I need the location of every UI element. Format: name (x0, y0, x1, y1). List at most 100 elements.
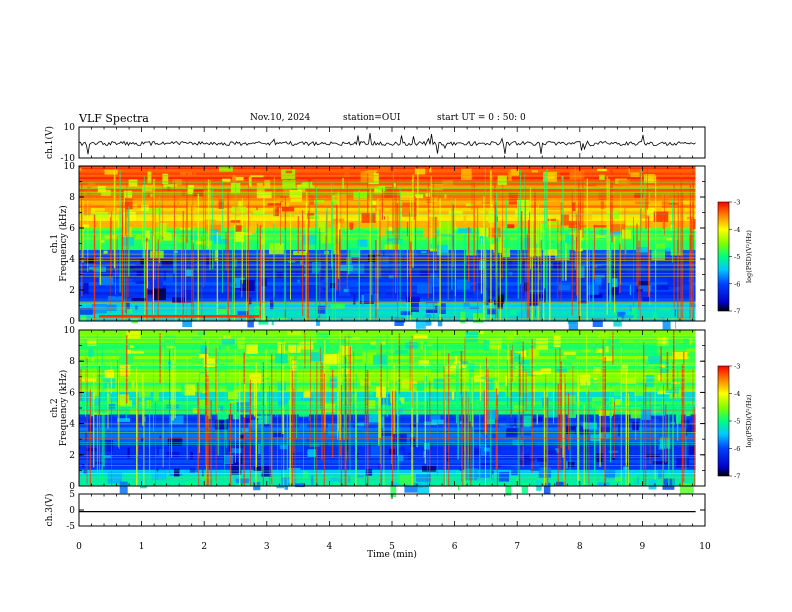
spectro-band (79, 469, 696, 474)
y-tick-label: 8 (69, 193, 75, 203)
spectro-patch (638, 285, 652, 292)
spectro-patch (350, 247, 361, 258)
spectro-patch (448, 210, 463, 215)
date-label: Nov.10, 2024 (250, 113, 311, 123)
station-label: station=OUI (343, 113, 401, 123)
spectro-patch (456, 279, 470, 290)
spectro-patch (408, 452, 411, 460)
spectro-patch (97, 186, 106, 193)
spectro-patch (528, 348, 540, 357)
spectro-patch (168, 361, 173, 370)
x-tick-label: 4 (327, 542, 333, 552)
spectro-patch (404, 444, 412, 449)
spectro-patch (613, 316, 622, 327)
spectro-patch (505, 483, 512, 496)
spectro-patch (605, 470, 616, 479)
spectro-patch (566, 426, 576, 434)
spectro-patch (590, 293, 603, 298)
spectro-patch (613, 270, 622, 277)
spectro-patch (417, 284, 432, 294)
spectro-patch (217, 363, 225, 371)
spectro-patch (93, 266, 106, 273)
spectro-patch (611, 231, 624, 235)
spectro-patch (430, 248, 441, 252)
spectro-patch (608, 450, 619, 453)
spectro-patch (393, 183, 397, 188)
spectro-patch (549, 240, 554, 243)
spectro-patch (623, 466, 629, 477)
spectro-band (79, 230, 696, 235)
spectro-patch (653, 460, 668, 465)
spectro-patch (523, 454, 530, 459)
spectro-patch (427, 209, 433, 213)
spectro-patch (410, 302, 419, 313)
spectro-patch (376, 205, 385, 215)
spectro-patch (104, 235, 118, 239)
spectro-patch (162, 173, 169, 184)
spectro-patch (104, 455, 111, 459)
spectro-band (79, 272, 696, 277)
panels-layer (78, 132, 705, 513)
spectro-patch (136, 265, 144, 276)
spectro-patch (192, 357, 205, 364)
spectro-patch (264, 392, 266, 405)
spectro-patch (310, 475, 314, 486)
x-tick-label: 9 (640, 542, 646, 552)
spectro-patch (390, 485, 397, 498)
spectro-patch (600, 201, 605, 209)
y-tick-label: 10 (64, 123, 76, 133)
spectro-patch (647, 362, 650, 374)
spectro-patch (82, 370, 87, 379)
colorbar-tick-label: -4 (734, 226, 740, 234)
spectro-patch (182, 289, 194, 301)
spectro-patch (198, 354, 209, 359)
spectro-patch (270, 299, 275, 310)
spectro-patch (482, 199, 490, 204)
spectro-patch (593, 264, 606, 268)
spectro-patch (79, 167, 82, 171)
spectro-patch (318, 221, 326, 232)
spectro-patch (536, 413, 538, 425)
spectro-band (79, 456, 696, 461)
spectro-patch (497, 260, 512, 270)
spectro-patch (437, 244, 449, 256)
spectro-patch (91, 304, 107, 314)
spectro-patch (642, 297, 651, 302)
spectro-patch (237, 337, 245, 349)
spectro-band (79, 417, 696, 422)
spectro-patch (93, 391, 99, 397)
spectro-patch (372, 200, 377, 205)
spectro-patch (629, 305, 632, 312)
y-tick-label: 2 (69, 286, 75, 296)
spectro-patch (361, 294, 364, 307)
spectro-patch (530, 289, 544, 292)
spectro-patch (689, 351, 696, 363)
spectro-patch (308, 176, 312, 185)
spectro-patch (325, 365, 330, 371)
spectro-patch (653, 382, 659, 392)
spectro-patch (264, 180, 271, 189)
spectro-patch (540, 368, 551, 374)
spectro-patch (227, 371, 230, 380)
spectro-patch (634, 196, 650, 205)
spectro-patch (241, 391, 245, 400)
spectro-patch (309, 195, 315, 205)
spectro-patch (353, 191, 368, 200)
spectro-band (79, 282, 696, 286)
spectro-patch (394, 317, 404, 326)
spectro-band (79, 443, 696, 448)
spectro-patch (371, 445, 380, 457)
spectro-patch (487, 308, 497, 315)
spectro-patch (135, 234, 141, 240)
spectro-patch (656, 284, 669, 290)
spectro-patch (685, 412, 691, 417)
spectro-band (79, 211, 696, 215)
spectro-patch (125, 197, 133, 210)
spectro-patch (89, 266, 95, 270)
spectro-patch (258, 382, 260, 390)
spectro-patch (300, 482, 303, 487)
spectro-patch (454, 356, 458, 368)
spectro-patch (178, 237, 186, 243)
spectro-patch (286, 479, 290, 484)
